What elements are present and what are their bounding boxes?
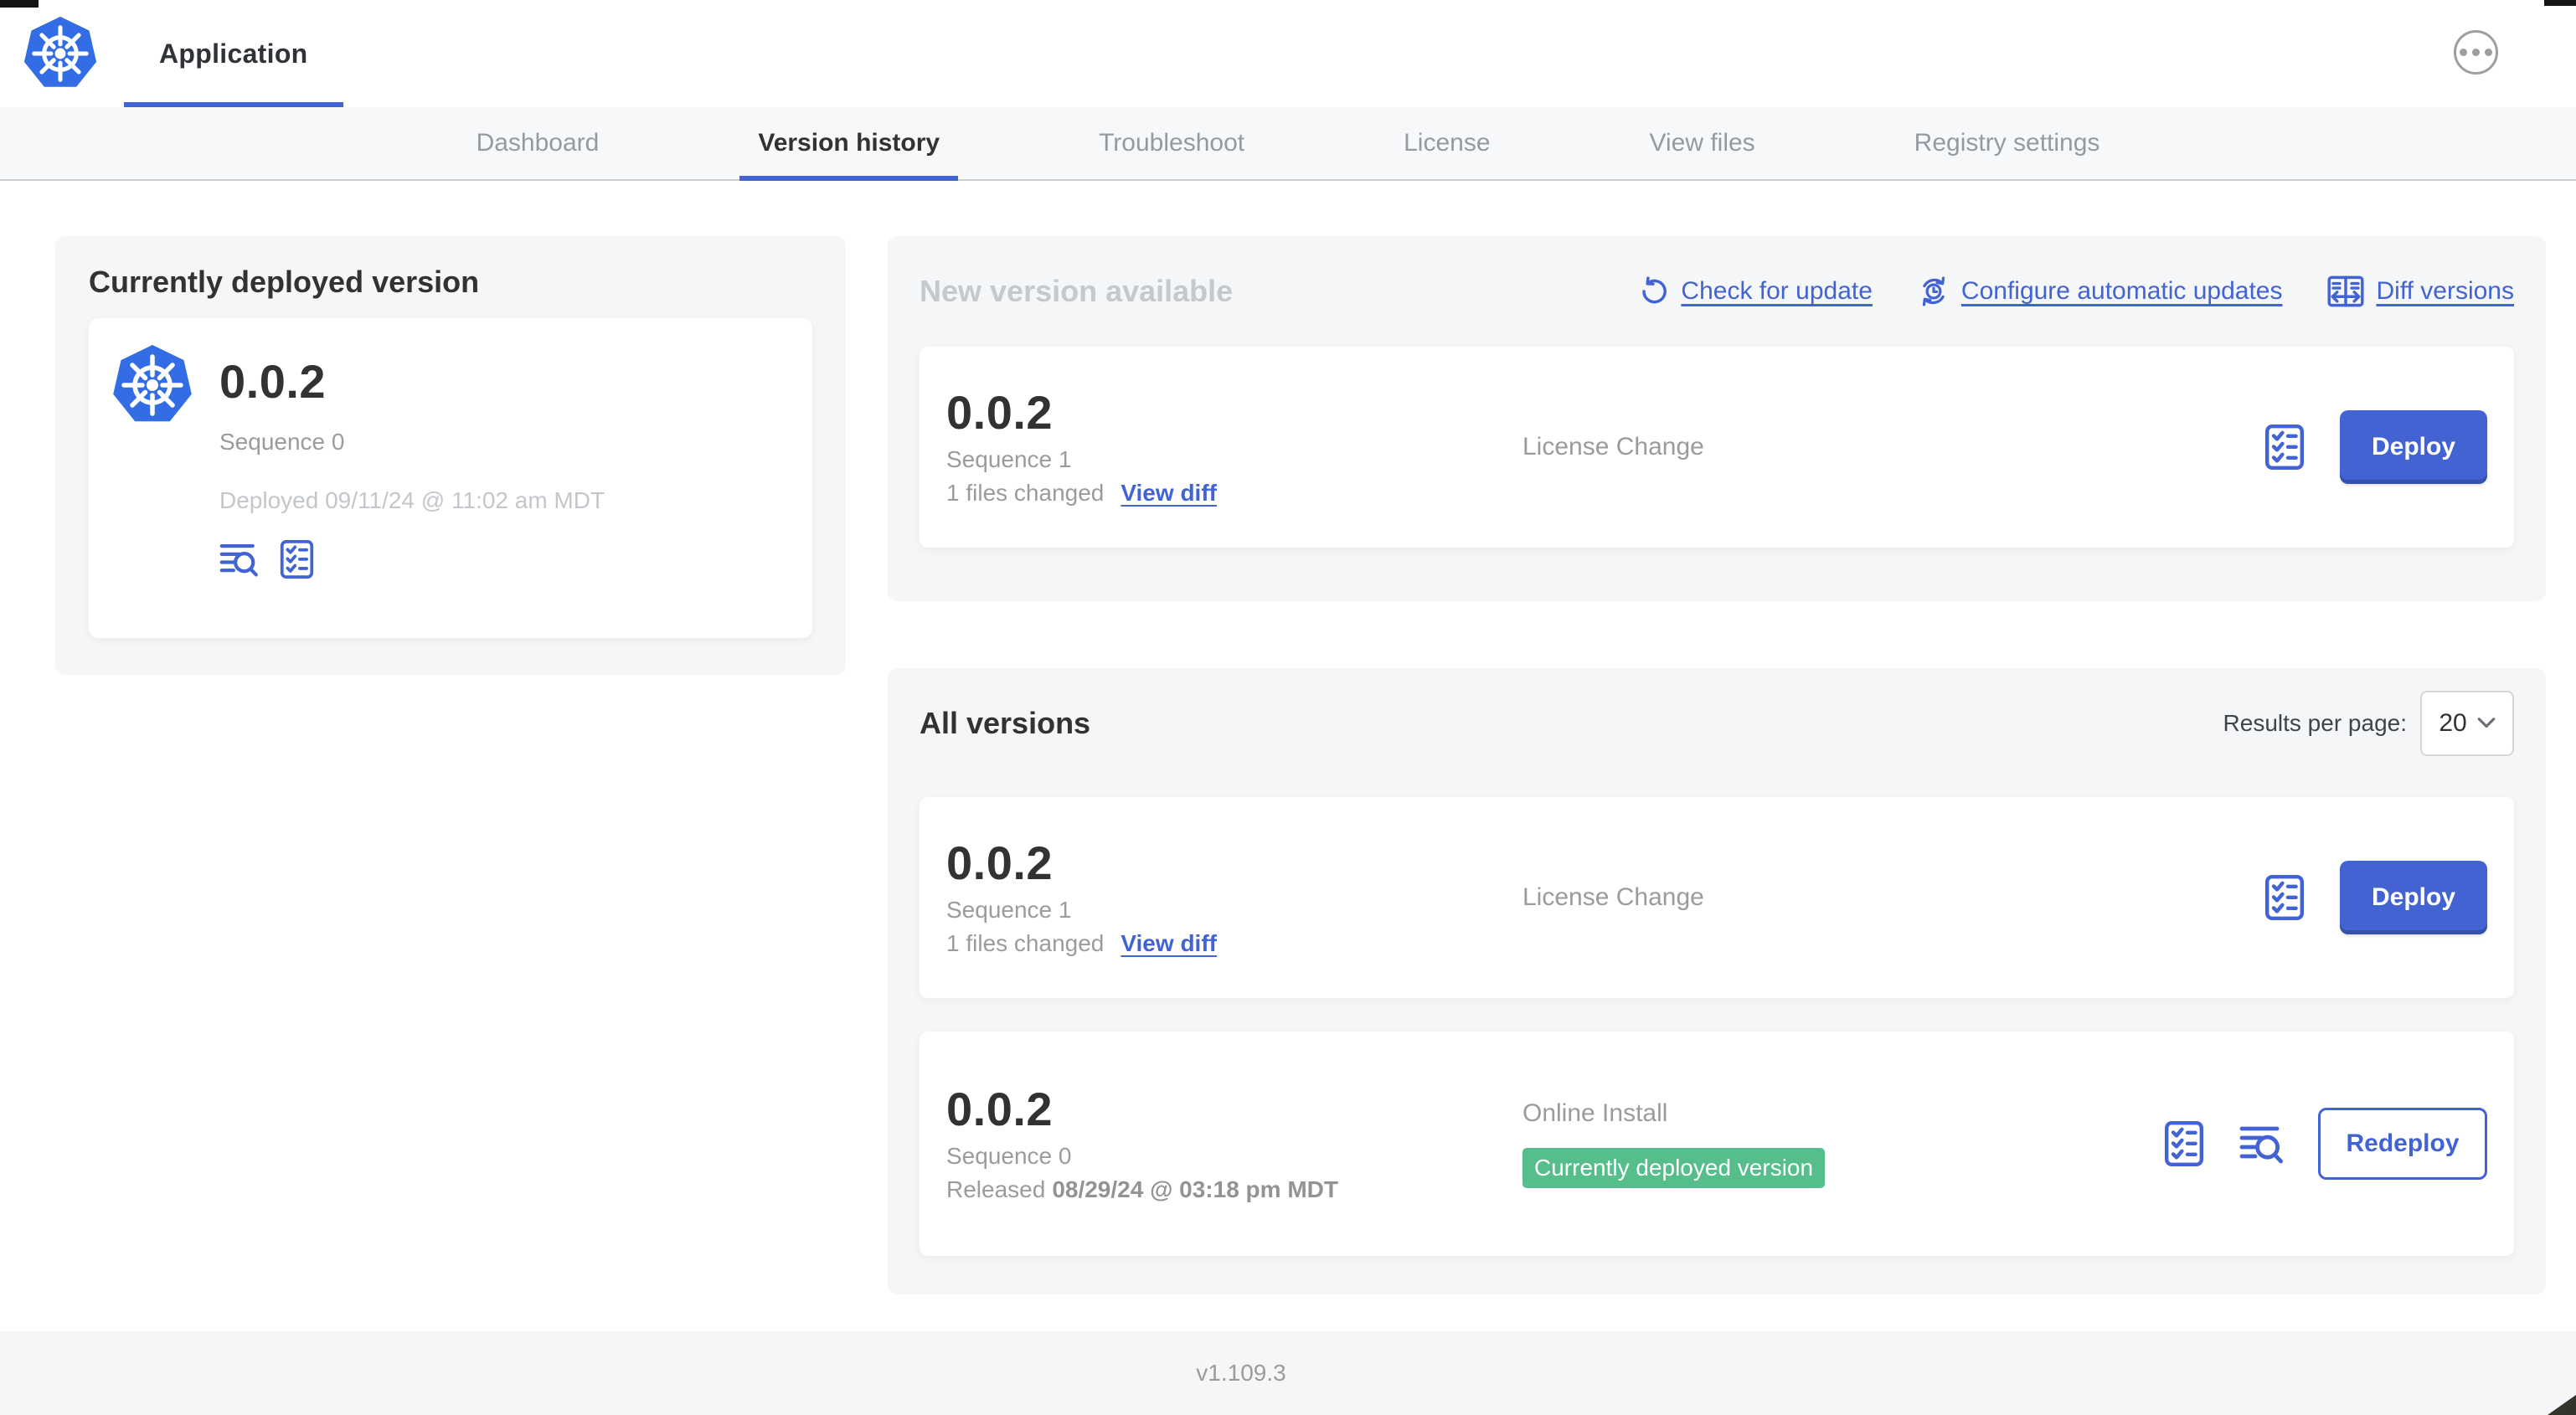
row-version-number: 0.0.2 bbox=[946, 836, 1054, 889]
row-version-number: 0.0.2 bbox=[946, 386, 1054, 439]
view-logs-icon[interactable] bbox=[2239, 1123, 2283, 1165]
version-source-label: Online Install bbox=[1522, 1099, 1668, 1127]
new-version-title: New version available bbox=[920, 274, 1234, 308]
row-version-number: 0.0.2 bbox=[946, 1083, 1054, 1135]
view-diff-link[interactable]: View diff bbox=[1121, 930, 1217, 956]
app-tab-label: Application bbox=[159, 38, 308, 69]
screen-edge-artifact bbox=[2544, 0, 2576, 6]
redeploy-button[interactable]: Redeploy bbox=[2318, 1108, 2487, 1180]
row-sequence: Sequence 1 bbox=[946, 897, 1072, 923]
tab-version-history[interactable]: Version history bbox=[739, 107, 958, 181]
console-version: v1.109.3 bbox=[1196, 1360, 1286, 1386]
app-tab-application[interactable]: Application bbox=[124, 0, 343, 107]
currently-deployed-badge: Currently deployed version bbox=[1522, 1148, 1826, 1188]
ellipsis-icon bbox=[2460, 49, 2467, 56]
files-changed-label: 1 files changed bbox=[946, 480, 1105, 506]
row-sequence: Sequence 1 bbox=[946, 446, 1072, 472]
deployed-sequence: Sequence 0 bbox=[219, 429, 345, 455]
kubernetes-version-icon bbox=[113, 345, 192, 422]
app-header: Application bbox=[0, 0, 2576, 107]
results-per-page-select[interactable]: 20 bbox=[2420, 691, 2514, 756]
files-changed-label: 1 files changed bbox=[946, 930, 1105, 956]
kubernetes-app-logo-icon bbox=[23, 16, 97, 87]
app-footer: v1.109.3 bbox=[0, 1331, 2576, 1415]
version-row-sequence-0: 0.0.2 Sequence 0 Released 08/29/24 @ 03:1… bbox=[920, 1032, 2514, 1256]
version-source-label: License Change bbox=[1522, 883, 1704, 911]
view-diff-link[interactable]: View diff bbox=[1121, 480, 1217, 506]
check-for-update-link[interactable]: Check for update bbox=[1639, 276, 1873, 306]
row-sequence: Sequence 0 bbox=[946, 1143, 1072, 1169]
version-source-label: License Change bbox=[1522, 433, 1704, 461]
all-versions-title: All versions bbox=[920, 706, 1091, 740]
preflight-checks-icon[interactable] bbox=[280, 539, 314, 579]
results-per-page-label: Results per page: bbox=[2223, 710, 2407, 736]
configure-automatic-updates-link[interactable]: Configure automatic updates bbox=[1918, 275, 2282, 307]
currently-deployed-card: 0.0.2 Sequence 0 Deployed 09/11/24 @ 11:… bbox=[89, 318, 812, 638]
chevron-down-icon bbox=[2477, 718, 2496, 728]
tab-view-files[interactable]: View files bbox=[1649, 129, 1755, 157]
released-timestamp: Released 08/29/24 @ 03:18 pm MDT bbox=[946, 1176, 1338, 1202]
view-logs-icon[interactable] bbox=[219, 541, 258, 578]
tab-license[interactable]: License bbox=[1404, 129, 1491, 157]
new-version-row: 0.0.2 Sequence 1 1 files changed View di… bbox=[920, 347, 2514, 548]
refresh-icon bbox=[1642, 276, 1667, 304]
diff-icon bbox=[2327, 275, 2365, 307]
currently-deployed-panel: Currently deployed version 0.0.2 Sequenc… bbox=[55, 236, 846, 675]
app-subnav: Dashboard Version history Troubleshoot L… bbox=[0, 107, 2576, 181]
diff-versions-link[interactable]: Diff versions bbox=[2327, 275, 2514, 307]
currently-deployed-title: Currently deployed version bbox=[89, 265, 480, 299]
deploy-button[interactable]: Deploy bbox=[2340, 861, 2487, 934]
version-row-sequence-1: 0.0.2 Sequence 1 1 files changed View di… bbox=[920, 797, 2514, 998]
deploy-button[interactable]: Deploy bbox=[2340, 410, 2487, 484]
tab-troubleshoot[interactable]: Troubleshoot bbox=[1099, 129, 1245, 157]
auto-update-clock-icon bbox=[1922, 276, 1945, 306]
preflight-checks-icon[interactable] bbox=[2264, 424, 2305, 471]
preflight-checks-icon[interactable] bbox=[2264, 874, 2305, 921]
all-versions-section: All versions Results per page: 20 0.0.2 … bbox=[888, 668, 2546, 1294]
deployed-version-number: 0.0.2 bbox=[219, 355, 327, 408]
screen-corner-artifact bbox=[2548, 1395, 2576, 1415]
new-version-section: New version available Check for update C… bbox=[888, 236, 2546, 601]
screen-edge-artifact bbox=[0, 0, 39, 8]
tab-dashboard[interactable]: Dashboard bbox=[476, 129, 600, 157]
deployed-timestamp: Deployed 09/11/24 @ 11:02 am MDT bbox=[219, 487, 605, 513]
more-options-button[interactable] bbox=[2454, 30, 2498, 75]
preflight-checks-icon[interactable] bbox=[2164, 1120, 2204, 1167]
tab-registry-settings[interactable]: Registry settings bbox=[1914, 129, 2100, 157]
